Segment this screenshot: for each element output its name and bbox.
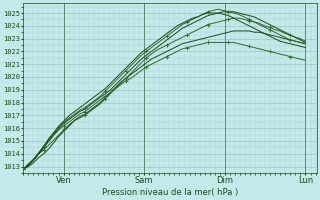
X-axis label: Pression niveau de la mer( hPa ): Pression niveau de la mer( hPa ) xyxy=(102,188,238,197)
